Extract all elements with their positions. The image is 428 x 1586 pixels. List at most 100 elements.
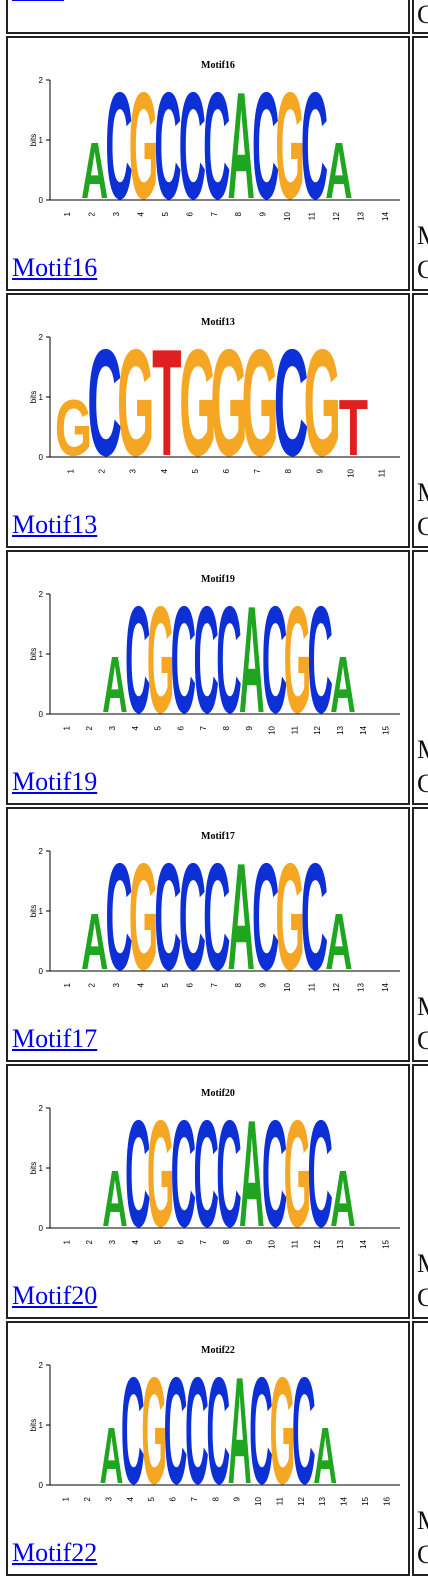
logo-letter: G [241,317,278,483]
y-tick-label: 1 [39,393,44,402]
motif-logo: Motif16 0 1 2 bits 1 2 3 4 5 6 7 8 9 10 11 12 13 14 A C G C C C A… [28,46,408,226]
motif-link-partial[interactable] [12,0,64,4]
motif-logo: Motif17 0 1 2 bits 1 2 3 4 5 6 7 8 9 10 11 12 13 14 A C G C C C A… [28,817,408,997]
x-tick-label: 1 [62,725,71,730]
y-tick-label: 2 [39,333,44,342]
logo-letter: C [125,1090,150,1254]
table-row: Motif19 0 1 2 bits 1 2 3 4 5 6 7 8 9 10 11 12 13 14 15 A C G C C… [0,550,428,807]
side-text-line2: C [417,1026,428,1056]
x-tick-label: 9 [245,1239,254,1244]
logo-letter: C [292,1346,316,1511]
y-tick-label: 2 [39,76,44,85]
motif-logo: Motif22 0 1 2 bits 1 2 3 4 5 6 7 8 9 10 11 12 13 14 15 16 A C G… [28,1331,408,1511]
motif-link[interactable]: Motif20 [12,1281,98,1310]
logo-letter: G [141,1346,167,1511]
logo-letter: C [105,62,132,226]
motif-cell: Motif20 0 1 2 bits 1 2 3 4 5 6 7 8 9 10 11 12 13 14 15 A C G C C… [6,1064,410,1319]
logo-letter: C [125,576,150,740]
logo-letter: C [252,62,279,226]
motif-cell: Motif17 0 1 2 bits 1 2 3 4 5 6 7 8 9 10 11 12 13 14 A C G C C C A… [6,807,410,1062]
logo-letter: C [87,317,122,483]
motif-link[interactable]: Motif17 [12,1024,98,1053]
side-cell: MC [412,1321,428,1576]
x-tick-label: 12 [332,211,341,220]
motif-cell: Motif22 0 1 2 bits 1 2 3 4 5 6 7 8 9 10 11 12 13 14 15 16 A C G… [6,1321,410,1576]
x-tick-label: 14 [381,982,390,991]
motif-cell: Motif19 0 1 2 bits 1 2 3 4 5 6 7 8 9 10 11 12 13 14 15 A C G C C… [6,550,410,805]
logo-letter: C [249,1346,273,1511]
logo-letter: T [152,317,181,483]
x-tick-label: 8 [234,211,243,216]
y-axis-label: bits [29,134,38,146]
x-tick-label: 5 [154,725,163,730]
logo-letter: G [117,317,154,483]
logo-letter: C [301,833,328,997]
motif-link[interactable]: Motif19 [12,767,98,796]
logo-title: Motif22 [201,1345,235,1356]
x-tick-label: 3 [112,211,121,216]
logo-letter: T [339,382,368,472]
logo-letter: C [206,1346,230,1511]
x-tick-label: 10 [254,1496,263,1505]
logo-letter: A [239,576,264,740]
logo-letter: C [252,833,279,997]
x-tick-label: 2 [85,1239,94,1244]
logo-letter: A [330,1155,355,1244]
x-tick-label: 10 [268,725,277,734]
logo-letter: G [304,317,341,483]
logo-letter: C [154,833,181,997]
side-text-line1: M [417,1249,428,1279]
y-tick-label: 1 [39,650,44,659]
y-tick-label: 2 [39,1361,44,1370]
x-tick-label: 1 [63,211,72,216]
logo-letter: A [102,641,127,730]
y-tick-label: 0 [39,710,44,719]
logo-letter: G [147,1090,174,1254]
logo-letter: A [228,1346,252,1511]
x-tick-label: 2 [98,468,107,473]
x-tick-label: 2 [85,725,94,730]
y-tick-label: 1 [39,907,44,916]
x-tick-label: 1 [62,1239,71,1244]
table-row-partial: C [0,0,428,36]
logo-letter: C [121,1346,145,1511]
side-text-line1: M [417,992,428,1022]
table-row: Motif22 0 1 2 bits 1 2 3 4 5 6 7 8 9 10 11 12 13 14 15 16 A C G… [0,1321,428,1578]
side-cell: MC [412,1064,428,1319]
x-tick-label: 12 [297,1496,306,1505]
motif-link[interactable]: Motif16 [12,253,98,282]
x-tick-label: 12 [332,982,341,991]
x-tick-label: 2 [88,982,97,987]
y-tick-label: 0 [39,1481,44,1490]
x-tick-label: 9 [233,1496,242,1501]
x-tick-label: 8 [222,725,231,730]
logo-letter: A [325,897,352,987]
x-tick-label: 9 [245,725,254,730]
y-tick-label: 1 [39,1164,44,1173]
x-tick-label: 8 [284,468,293,473]
x-tick-label: 4 [137,211,146,216]
y-tick-label: 0 [39,453,44,462]
motif-link[interactable]: Motif22 [12,1538,98,1567]
logo-letter: C [307,576,332,740]
table-row: Motif20 0 1 2 bits 1 2 3 4 5 6 7 8 9 10 11 12 13 14 15 A C G C C… [0,1064,428,1321]
motif-link[interactable]: Motif13 [12,510,98,539]
table-row: Motif17 0 1 2 bits 1 2 3 4 5 6 7 8 9 10 11 12 13 14 A C G C C C A… [0,807,428,1064]
x-tick-label: 2 [83,1496,92,1501]
x-tick-label: 9 [259,211,268,216]
y-tick-label: 2 [39,1104,44,1113]
side-text-line2: C [417,512,428,542]
x-tick-label: 1 [63,982,72,987]
logo-letter: G [284,576,311,740]
x-tick-label: 14 [381,211,390,220]
logo-letter: A [313,1411,337,1500]
table-row: Motif16 0 1 2 bits 1 2 3 4 5 6 7 8 9 10 11 12 13 14 A C G C C C A… [0,36,428,293]
x-tick-label: 4 [131,725,140,730]
logo-letter: C [216,1090,241,1254]
logo-letter: A [81,897,108,987]
x-tick-label: 13 [318,1496,327,1505]
